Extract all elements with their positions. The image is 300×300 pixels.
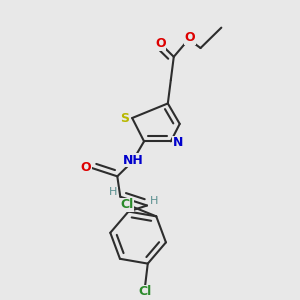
Text: O: O xyxy=(155,37,166,50)
Text: H: H xyxy=(109,188,117,197)
Text: N: N xyxy=(173,136,183,149)
Text: NH: NH xyxy=(123,154,144,167)
Text: H: H xyxy=(150,196,159,206)
Text: Cl: Cl xyxy=(138,285,152,298)
Text: S: S xyxy=(120,112,129,124)
Text: O: O xyxy=(81,161,92,174)
Text: Cl: Cl xyxy=(120,198,133,211)
Text: O: O xyxy=(185,31,195,44)
